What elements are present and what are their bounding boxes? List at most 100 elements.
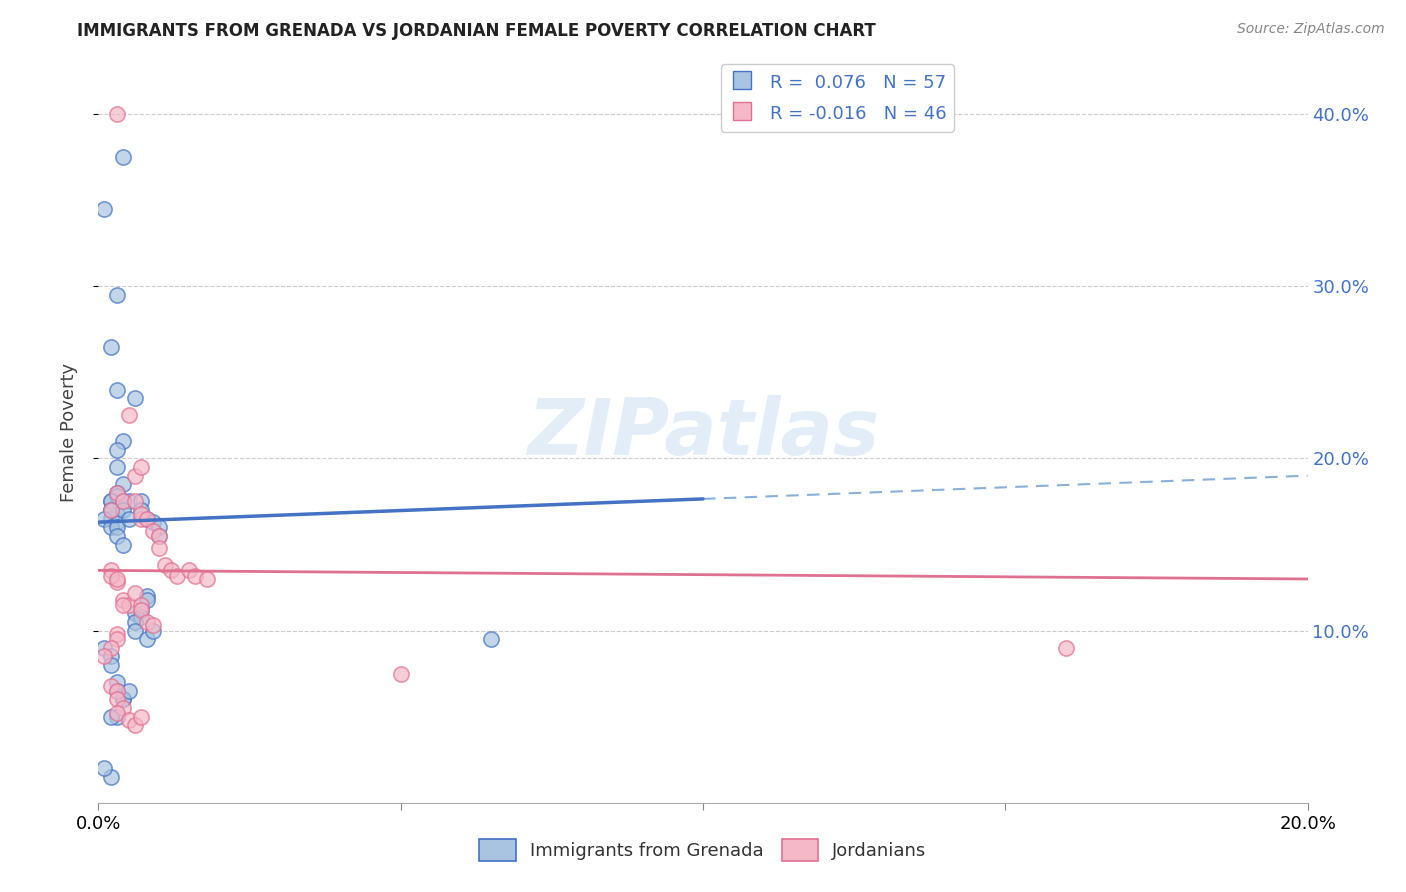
Point bbox=[129, 610, 152, 624]
Point bbox=[142, 515, 165, 529]
Point bbox=[124, 586, 146, 600]
Point bbox=[111, 150, 134, 164]
Point bbox=[129, 460, 152, 475]
Point bbox=[105, 489, 128, 503]
Point bbox=[111, 494, 134, 508]
Legend: Immigrants from Grenada, Jordanians: Immigrants from Grenada, Jordanians bbox=[472, 831, 934, 868]
Point bbox=[105, 675, 128, 690]
Point bbox=[148, 529, 170, 543]
Point bbox=[105, 107, 128, 121]
Point bbox=[124, 607, 146, 621]
Point bbox=[105, 627, 128, 641]
Point bbox=[118, 512, 141, 526]
Point bbox=[124, 468, 146, 483]
Point bbox=[160, 563, 183, 577]
Point bbox=[135, 592, 157, 607]
Point bbox=[118, 598, 141, 612]
Point bbox=[105, 575, 128, 590]
Point bbox=[105, 529, 128, 543]
Point bbox=[93, 512, 115, 526]
Point bbox=[111, 494, 134, 508]
Point bbox=[129, 603, 152, 617]
Point bbox=[93, 761, 115, 775]
Point bbox=[100, 503, 122, 517]
Point bbox=[100, 658, 122, 673]
Point bbox=[105, 520, 128, 534]
Point bbox=[124, 391, 146, 405]
Point bbox=[105, 572, 128, 586]
Point bbox=[100, 494, 122, 508]
Point bbox=[129, 603, 152, 617]
Point bbox=[124, 718, 146, 732]
Point bbox=[184, 568, 207, 582]
Point bbox=[105, 486, 128, 500]
Point bbox=[111, 477, 134, 491]
Point bbox=[105, 684, 128, 698]
Point bbox=[105, 515, 128, 529]
Point bbox=[111, 598, 134, 612]
Point bbox=[148, 529, 170, 543]
Point bbox=[93, 649, 115, 664]
Point bbox=[148, 520, 170, 534]
Point bbox=[111, 537, 134, 551]
Point bbox=[118, 494, 141, 508]
Point bbox=[100, 649, 122, 664]
Point bbox=[118, 409, 141, 423]
Point bbox=[129, 507, 152, 521]
Point bbox=[1054, 640, 1077, 655]
Point bbox=[135, 615, 157, 629]
Point bbox=[105, 442, 128, 457]
Point bbox=[142, 524, 165, 538]
Point bbox=[481, 632, 503, 647]
Point bbox=[129, 709, 152, 723]
Point bbox=[135, 632, 157, 647]
Point bbox=[111, 503, 134, 517]
Point bbox=[124, 615, 146, 629]
Point bbox=[100, 520, 122, 534]
Point bbox=[100, 339, 122, 353]
Point bbox=[105, 507, 128, 521]
Point bbox=[142, 618, 165, 632]
Point bbox=[129, 598, 152, 612]
Point bbox=[111, 434, 134, 449]
Point bbox=[111, 692, 134, 706]
Point bbox=[105, 460, 128, 475]
Point bbox=[100, 512, 122, 526]
Text: Source: ZipAtlas.com: Source: ZipAtlas.com bbox=[1237, 22, 1385, 37]
Point bbox=[100, 494, 122, 508]
Point bbox=[124, 494, 146, 508]
Point bbox=[100, 770, 122, 784]
Point bbox=[105, 288, 128, 302]
Point bbox=[100, 679, 122, 693]
Point bbox=[111, 701, 134, 715]
Point bbox=[111, 494, 134, 508]
Point bbox=[105, 486, 128, 500]
Point bbox=[129, 503, 152, 517]
Point bbox=[129, 494, 152, 508]
Point bbox=[105, 632, 128, 647]
Point bbox=[135, 589, 157, 603]
Point bbox=[105, 684, 128, 698]
Point bbox=[153, 558, 176, 573]
Point bbox=[100, 709, 122, 723]
Point bbox=[105, 383, 128, 397]
Point bbox=[111, 592, 134, 607]
Point bbox=[100, 503, 122, 517]
Point bbox=[93, 202, 115, 216]
Y-axis label: Female Poverty: Female Poverty bbox=[59, 363, 77, 502]
Point bbox=[105, 692, 128, 706]
Text: IMMIGRANTS FROM GRENADA VS JORDANIAN FEMALE POVERTY CORRELATION CHART: IMMIGRANTS FROM GRENADA VS JORDANIAN FEM… bbox=[77, 22, 876, 40]
Point bbox=[166, 568, 188, 582]
Point bbox=[100, 563, 122, 577]
Point bbox=[135, 512, 157, 526]
Point bbox=[118, 684, 141, 698]
Point bbox=[111, 692, 134, 706]
Point bbox=[179, 563, 201, 577]
Point bbox=[129, 512, 152, 526]
Point bbox=[389, 666, 412, 681]
Point bbox=[148, 541, 170, 555]
Point bbox=[195, 572, 218, 586]
Point bbox=[93, 640, 115, 655]
Point bbox=[105, 706, 128, 721]
Point bbox=[124, 624, 146, 638]
